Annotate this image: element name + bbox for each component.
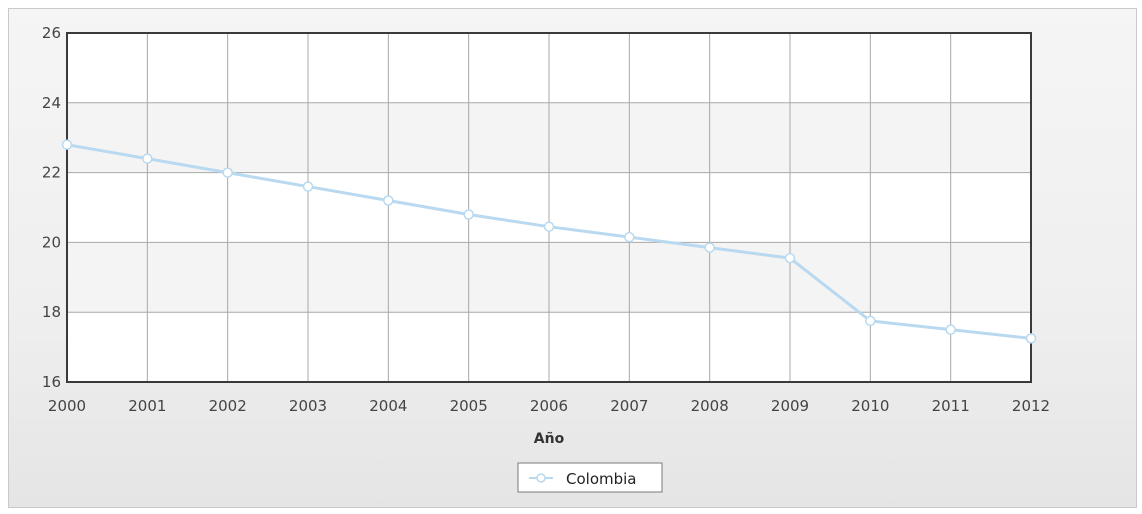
x-tick-label: 2006 <box>530 397 568 415</box>
x-axis-ticks: 2000 2001 2002 2003 2004 2005 2006 2007 2008 2009… <box>48 397 1050 415</box>
data-point[interactable] <box>704 242 715 253</box>
legend-label: Colombia <box>566 470 637 488</box>
data-point[interactable] <box>784 252 796 264</box>
x-tick-label: 2002 <box>209 397 247 415</box>
x-tick-label: 2009 <box>771 397 809 415</box>
x-tick-label: 2008 <box>691 397 729 415</box>
data-point[interactable] <box>383 195 394 206</box>
y-axis-ticks: 16 18 20 22 24 26 <box>42 24 61 391</box>
data-point[interactable] <box>543 221 555 232</box>
data-point[interactable] <box>1025 333 1037 344</box>
legend-marker-icon <box>536 473 546 483</box>
x-tick-label: 2005 <box>450 397 488 415</box>
series-layer <box>61 139 1037 344</box>
y-tick-label: 22 <box>42 164 61 182</box>
data-point[interactable] <box>865 315 876 327</box>
plot-border <box>66 32 1032 383</box>
x-tick-label: 2007 <box>610 397 648 415</box>
data-point[interactable] <box>463 209 474 220</box>
data-point[interactable] <box>302 181 314 192</box>
data-point[interactable] <box>222 167 233 178</box>
x-axis-title: Año <box>534 431 565 447</box>
x-tick-label: 2004 <box>369 397 407 415</box>
x-tick-label: 2001 <box>128 397 166 415</box>
y-tick-label: 16 <box>42 373 61 391</box>
y-tick-label: 26 <box>42 24 61 42</box>
y-tick-label: 24 <box>42 94 61 112</box>
x-tick-label: 2011 <box>932 397 970 415</box>
x-tick-label: 2010 <box>851 397 889 415</box>
legend-box <box>517 462 663 493</box>
data-point[interactable] <box>142 153 153 164</box>
x-tick-label: 2000 <box>48 397 86 415</box>
legend[interactable]: Colombia <box>517 462 663 493</box>
x-tick-label: 2012 <box>1012 397 1050 415</box>
y-tick-label: 18 <box>42 303 61 321</box>
y-tick-label: 20 <box>42 233 61 251</box>
data-point[interactable] <box>624 231 635 243</box>
data-point[interactable] <box>61 139 73 150</box>
x-tick-label: 2003 <box>289 397 327 415</box>
data-point[interactable] <box>945 324 956 335</box>
